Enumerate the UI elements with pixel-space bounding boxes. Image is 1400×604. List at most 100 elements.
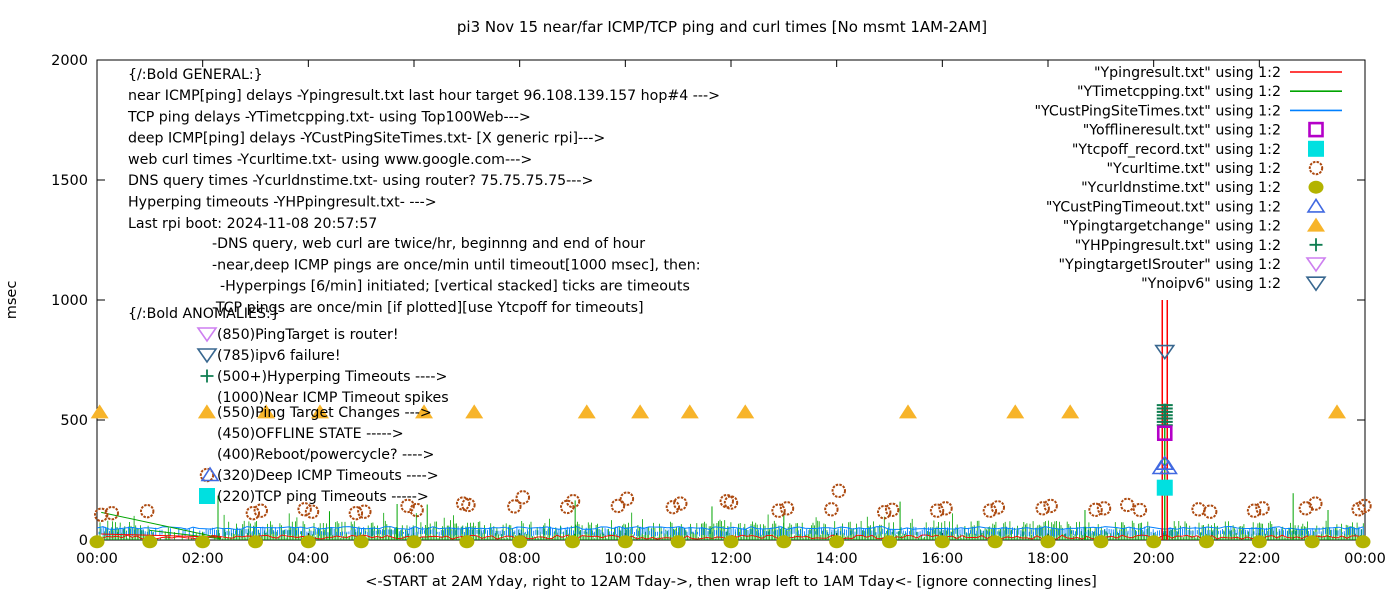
legend-marker-blue_tri: [1306, 197, 1326, 213]
dns-time-marker: [1093, 535, 1109, 549]
data-series: [89, 300, 1372, 549]
curl-time-marker: [723, 495, 739, 510]
curl-time-marker: [779, 501, 795, 516]
note-line: -TCP pings are once/min [if plotted][use…: [212, 300, 644, 316]
legend-entry: "Ycurltime.txt" using 1:2: [1106, 160, 1324, 177]
y-tick-label: 2000: [51, 53, 88, 69]
curl-time-marker: [1246, 503, 1262, 518]
curl-time-marker: [610, 498, 626, 514]
ping-target-change-marker: [257, 404, 276, 419]
y-tick-label: 500: [60, 413, 88, 429]
dns-time-marker: [565, 535, 580, 549]
y-axis-label: msec: [4, 281, 20, 320]
legend-label: "Yofflineresult.txt" using 1:2: [1083, 123, 1281, 139]
curl-time-marker: [1088, 502, 1103, 517]
curl-time-marker: [1357, 498, 1372, 514]
note-line: -near,deep ICMP pings are once/min until…: [212, 257, 701, 273]
ping-target-change-marker: [465, 404, 484, 419]
curl-time-marker: [253, 503, 268, 518]
note-line: -Hyperpings [6/min] initiated; [vertical…: [220, 279, 690, 295]
curl-time-marker: [1202, 504, 1218, 519]
dns-time-marker: [89, 535, 105, 549]
x-tick-label: 08:00: [499, 551, 541, 567]
anomaly-line: (400)Reboot/powercycle? ---->: [217, 447, 434, 463]
dns-time-marker: [142, 535, 158, 549]
tcp-timeout-marker: [1156, 479, 1173, 496]
legend-label: "YpingtargetISrouter" using 1:2: [1059, 257, 1281, 273]
x-tick-label: 00:00: [76, 551, 118, 567]
general-line: near ICMP[ping] delays -Ypingresult.txt …: [128, 88, 720, 104]
legend-marker-curl: [1308, 160, 1324, 176]
curl-time-marker: [1043, 498, 1058, 514]
legend-label: "Ynoipv6" using 1:2: [1141, 276, 1281, 292]
legend-entry: "YHPpingresult.txt" using 1:2: [1075, 238, 1323, 254]
dns-time-marker: [248, 535, 263, 549]
y-tick-label: 1500: [51, 173, 88, 189]
ping-target-change-marker: [1061, 404, 1080, 419]
anomaly-line: (1000)Near ICMP Timeout spikes: [217, 390, 449, 406]
y-tick-label: 1000: [51, 293, 88, 309]
anomaly-line: (500+)Hyperping Timeouts ---->: [217, 369, 447, 385]
legend-marker-orange_tri: [1307, 217, 1325, 232]
plus-anomaly-icon: [200, 369, 214, 383]
legend-label: "Ypingresult.txt" using 1:2: [1094, 65, 1281, 81]
general-line: Last rpi boot: 2024-11-08 20:57:57: [128, 216, 377, 232]
curl-time-marker: [455, 496, 471, 511]
legend-label: "YHPpingresult.txt" using 1:2: [1075, 238, 1281, 254]
general-line: web curl times -Ycurltime.txt- using www…: [128, 152, 532, 168]
curl-time-marker: [1191, 502, 1206, 517]
anomaly-line: (550)Ping Target Changes --->: [217, 405, 432, 421]
curl-time-marker: [409, 502, 424, 518]
anomaly-line: (850)PingTarget is router!: [217, 327, 399, 343]
anomaly-line: (785)ipv6 failure!: [217, 348, 341, 364]
x-tick-label: 14:00: [816, 551, 858, 567]
legend-marker-olive: [1308, 180, 1324, 194]
dns-time-marker: [882, 535, 897, 549]
legend-marker-cyan: [1308, 140, 1324, 157]
legend-label: "Ytcpoff_record.txt" using 1:2: [1072, 142, 1281, 158]
legend-label: "YCustPingSiteTimes.txt" using 1:2: [1034, 103, 1281, 119]
curl-time-marker: [665, 499, 681, 515]
x-tick-label: 04:00: [287, 551, 329, 567]
legend-marker-steel: [1305, 276, 1327, 292]
dns-time-marker: [934, 535, 950, 549]
legend-entry: "YCustPingSiteTimes.txt" using 1:2: [1034, 103, 1342, 119]
curl-time-marker: [304, 504, 320, 519]
legend-entry: "Ytcpoff_record.txt" using 1:2: [1072, 140, 1324, 158]
curl-time-marker: [400, 498, 415, 514]
general-header: {/:Bold GENERAL:}: [128, 67, 263, 83]
y-tick-label: 0: [79, 533, 88, 549]
curl-time-marker: [94, 507, 109, 522]
curl-time-marker: [1351, 502, 1366, 517]
legend-label: "Ycurltime.txt" using 1:2: [1106, 161, 1281, 177]
annotations: {/:Bold GENERAL:} near ICMP[ping] delays …: [127, 67, 720, 505]
x-axis-label: <-START at 2AM Yday, right to 12AM Tday-…: [365, 574, 1097, 590]
curl-time-marker: [348, 505, 364, 521]
curl-time-marker: [1132, 502, 1148, 518]
ping-target-change-marker: [898, 404, 917, 419]
dns-time-marker: [723, 535, 739, 549]
tri-down-open-anomaly-icon: [196, 327, 218, 343]
x-tick-label: 20:00: [1133, 551, 1175, 567]
legend-label: "Ycurldnstime.txt" using 1:2: [1081, 180, 1281, 196]
dns-time-marker: [617, 535, 633, 549]
legend-entry: "Ycurldnstime.txt" using 1:2: [1081, 180, 1324, 196]
ping-target-change-marker: [310, 404, 329, 419]
curl-time-marker: [1255, 501, 1270, 516]
dns-time-marker: [1304, 535, 1320, 549]
ping-target-change-marker: [736, 404, 755, 419]
legend-entry: "YCustPingTimeout.txt" using 1:2: [1046, 197, 1326, 215]
square-fill-anomaly-icon: [199, 488, 215, 504]
tri-up-open-anomaly-icon: [200, 466, 220, 482]
ping-target-change-marker: [90, 404, 109, 419]
curl-time-marker: [139, 504, 155, 519]
dns-time-marker: [1251, 535, 1267, 549]
legend-label: "YTimetcpping.txt" using 1:2: [1077, 84, 1281, 100]
ping-target-change-marker: [631, 404, 650, 419]
curl-time-marker: [619, 491, 635, 506]
dns-time-marker: [1146, 535, 1162, 549]
wrap-line-green-2: [149, 529, 222, 540]
curl-time-marker: [824, 502, 839, 517]
